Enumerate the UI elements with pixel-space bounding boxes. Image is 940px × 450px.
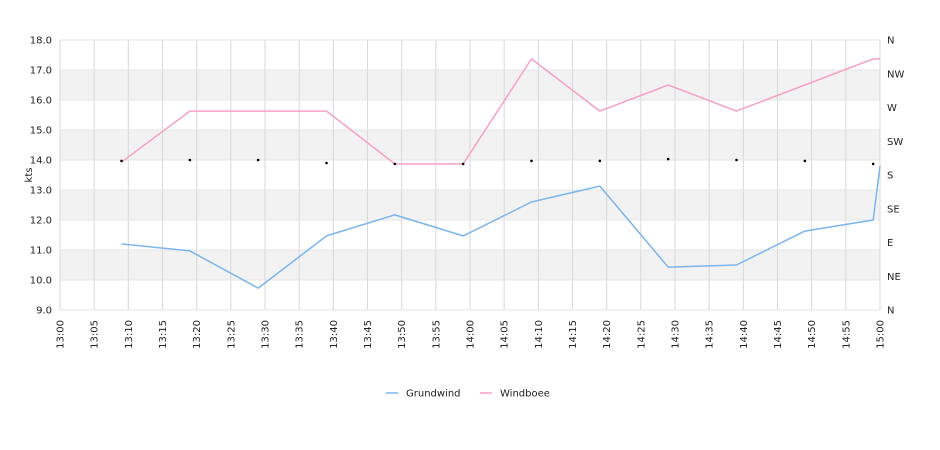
y-tick-label: 16.0 xyxy=(30,96,52,107)
x-tick-label: 14:40 xyxy=(739,320,750,349)
y2-tick-label: NE xyxy=(887,272,901,283)
x-tick-label: 14:35 xyxy=(705,320,716,349)
y-tick-label: 13.0 xyxy=(30,186,52,197)
x-axis-ticks: 13:00 13:05 13:10 13:15 13:20 13:25 13:30 13:35… xyxy=(56,320,887,349)
y-axis-label: kts xyxy=(24,168,35,183)
x-tick-label: 13:45 xyxy=(363,320,374,349)
x-tick-label: 14:05 xyxy=(500,320,511,349)
direction-marker xyxy=(803,159,807,163)
series-line-windboee xyxy=(121,58,880,165)
direction-marker xyxy=(530,159,533,163)
x-tick-label: 13:50 xyxy=(397,320,408,349)
y2-tick-label: SE xyxy=(887,204,900,215)
x-tick-label: 13:25 xyxy=(226,320,237,349)
x-tick-label: 13:55 xyxy=(431,320,442,349)
x-tick-label: 13:20 xyxy=(192,320,203,349)
direction-marker xyxy=(393,162,397,166)
direction-marker xyxy=(735,158,738,162)
x-tick-label: 14:15 xyxy=(568,320,579,349)
direction-marker xyxy=(666,157,670,161)
y-tick-label: 9.0 xyxy=(36,306,52,317)
x-tick-label: 13:40 xyxy=(329,320,340,349)
y2-tick-label: N xyxy=(887,36,894,47)
x-tick-label: 14:25 xyxy=(636,320,647,349)
x-tick-label: 13:00 xyxy=(56,320,67,349)
legend-label-grundwind: Grundwind xyxy=(406,389,461,400)
x-tick-label: 14:00 xyxy=(466,320,477,349)
gridlines xyxy=(59,39,881,311)
y-tick-label: 17.0 xyxy=(30,66,52,77)
direction-marker xyxy=(120,159,123,163)
y-axis-ticks: 18.0 17.0 16.0 15.0 14.0 13.0 12.0 11.0 10.0 9.0 xyxy=(30,36,52,317)
y-tick-label: 18.0 xyxy=(30,36,52,47)
direction-marker xyxy=(188,158,192,162)
y-tick-label: 12.0 xyxy=(30,216,52,227)
x-tick-label: 13:30 xyxy=(261,320,272,349)
x-tick-label: 14:30 xyxy=(671,320,682,349)
y-tick-label: 14.0 xyxy=(30,156,52,167)
legend-label-windboee: Windboee xyxy=(500,389,550,400)
y2-tick-label: SW xyxy=(887,137,903,148)
direction-marker xyxy=(256,158,260,162)
legend: Grundwind Windboee xyxy=(386,389,550,400)
x-tick-label: 15:00 xyxy=(876,320,887,349)
direction-marker xyxy=(325,161,328,165)
direction-marker xyxy=(598,159,602,163)
y2-tick-label: N xyxy=(887,306,894,317)
y2-tick-label: NW xyxy=(887,69,904,80)
x-tick-label: 14:20 xyxy=(602,320,613,349)
y2-tick-label: E xyxy=(887,238,893,249)
x-tick-label: 13:15 xyxy=(158,320,169,349)
y-tick-label: 11.0 xyxy=(30,246,52,257)
series-lines xyxy=(121,58,881,289)
direction-markers xyxy=(120,157,875,166)
x-tick-label: 13:10 xyxy=(124,320,135,349)
y-tick-label: 10.0 xyxy=(30,276,52,287)
x-tick-label: 13:05 xyxy=(90,320,101,349)
x-tick-label: 14:50 xyxy=(807,320,818,349)
y-tick-label: 15.0 xyxy=(30,126,52,137)
direction-marker xyxy=(461,162,465,166)
x-tick-label: 14:10 xyxy=(534,320,545,349)
x-tick-label: 13:35 xyxy=(295,320,306,349)
x-tick-label: 14:55 xyxy=(841,320,852,349)
y2-tick-label: S xyxy=(887,171,893,182)
direction-marker xyxy=(871,162,875,166)
x-tick-label: 14:45 xyxy=(773,320,784,349)
series-line-grundwind xyxy=(121,165,881,289)
y2-axis-ticks: N NW W SW S SE E NE N xyxy=(887,36,904,317)
y2-tick-label: W xyxy=(887,103,897,114)
